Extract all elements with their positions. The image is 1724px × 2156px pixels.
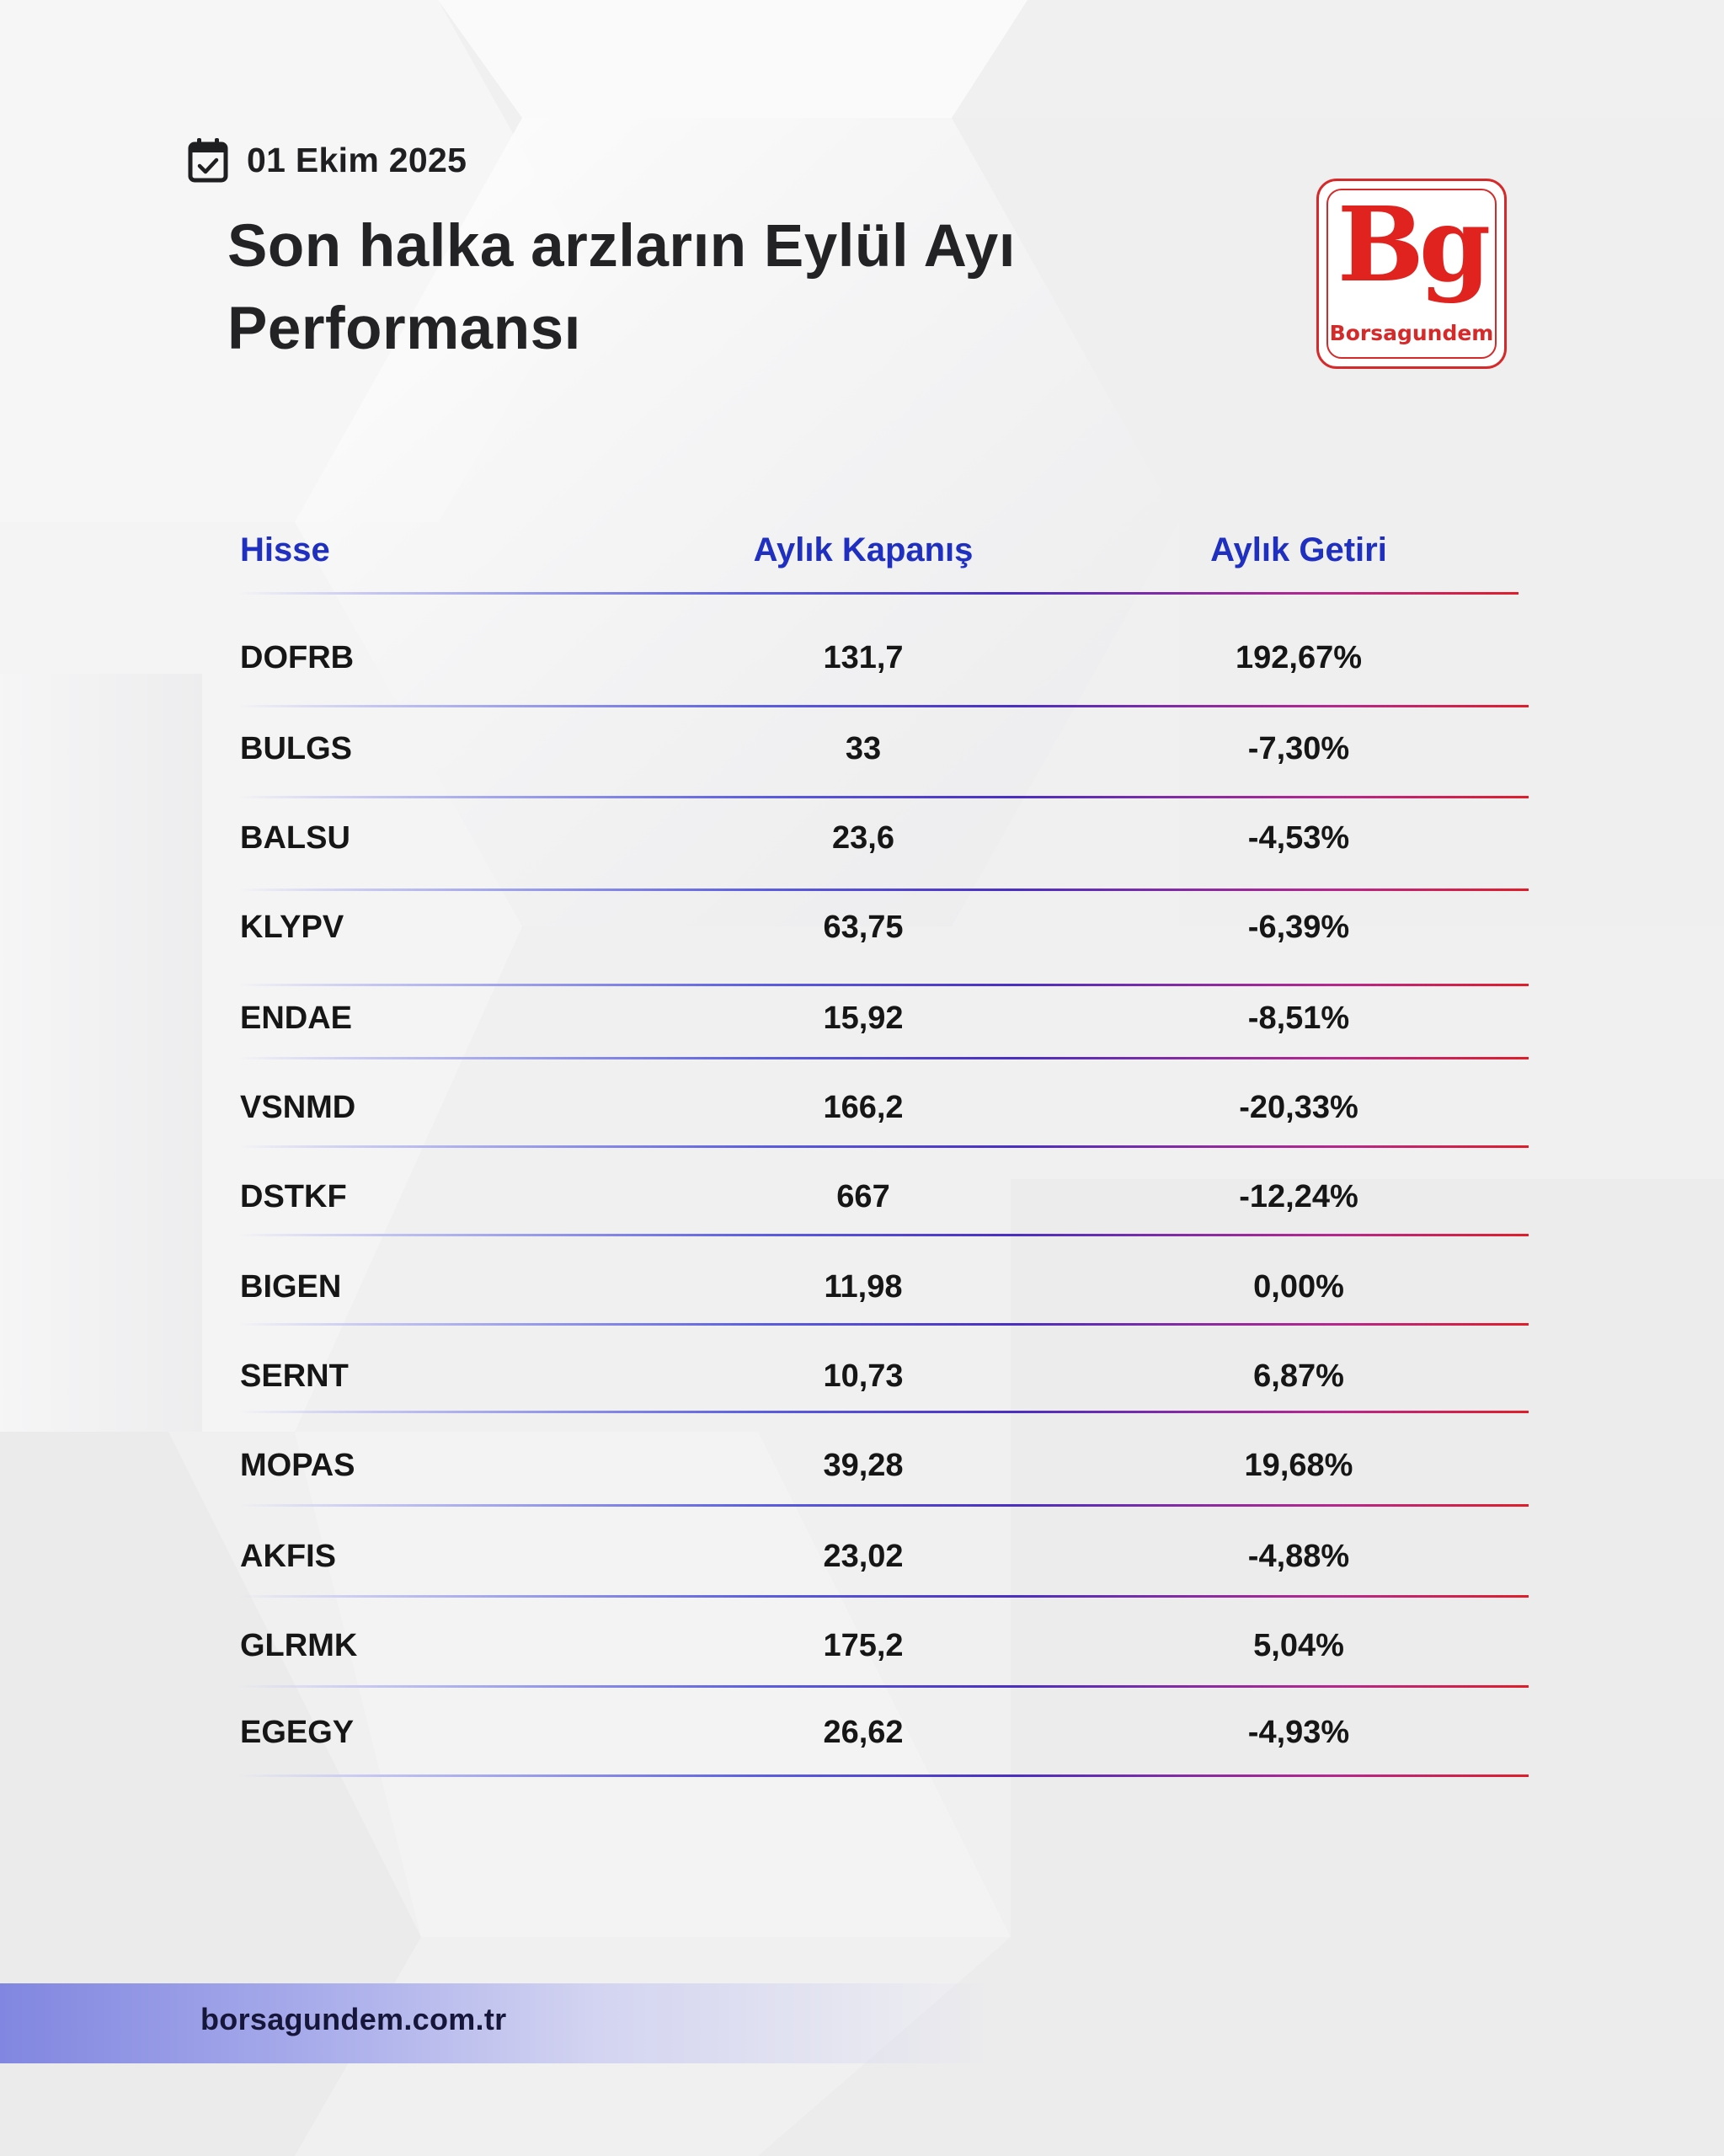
- close-cell: 23,02: [823, 1539, 904, 1574]
- row-divider: [238, 796, 1529, 798]
- close-cell: 15,92: [823, 1001, 904, 1036]
- ticker-cell: AKFIS: [240, 1539, 336, 1574]
- ticker-cell: DOFRB: [240, 640, 355, 675]
- ticker-cell: DSTKF: [240, 1179, 347, 1214]
- row-divider: [238, 1595, 1529, 1598]
- date-row: 01 Ekim 2025: [188, 135, 467, 185]
- column-header-hisse: Hisse: [240, 531, 330, 568]
- return-cell: 6,87%: [1253, 1358, 1344, 1394]
- logo-inner-border: [1326, 189, 1497, 359]
- ticker-cell: ENDAE: [240, 1001, 353, 1036]
- logo-name: Borsagundem: [1329, 321, 1494, 345]
- row-divider: [238, 1234, 1529, 1236]
- close-cell: 11,98: [824, 1269, 903, 1305]
- row-divider: [238, 984, 1529, 986]
- header-divider: [238, 592, 1519, 595]
- return-cell: -20,33%: [1239, 1090, 1358, 1125]
- row-divider: [238, 1504, 1529, 1507]
- date-label: 01 Ekim 2025: [247, 140, 467, 179]
- return-cell: 19,68%: [1244, 1448, 1353, 1483]
- row-divider: [238, 889, 1529, 891]
- ticker-cell: VSNMD: [240, 1090, 356, 1125]
- close-cell: 33: [845, 731, 882, 766]
- row-divider: [238, 1685, 1529, 1688]
- logo-mark: Bg: [1337, 184, 1491, 305]
- return-cell: -4,88%: [1247, 1539, 1350, 1574]
- ticker-cell: BULGS: [240, 731, 352, 766]
- ticker-cell: EGEGY: [240, 1715, 355, 1750]
- page-title-line-1: Son halka arzların Eylül Ayı: [227, 213, 1016, 280]
- ticker-cell: MOPAS: [240, 1448, 355, 1483]
- ticker-cell: KLYPV: [240, 910, 344, 945]
- page-title: Son halka arzların Eylül Ayı Performansı: [227, 205, 1154, 371]
- footer-bar: [0, 1983, 994, 2063]
- close-cell: 175,2: [823, 1628, 904, 1663]
- close-cell: 26,62: [823, 1715, 904, 1750]
- page-title-line-2: Performansı: [227, 296, 581, 362]
- ticker-cell: BIGEN: [240, 1269, 342, 1305]
- return-cell: 0,00%: [1253, 1269, 1344, 1305]
- return-cell: -6,39%: [1247, 910, 1350, 945]
- row-divider: [238, 705, 1529, 707]
- return-cell: 5,04%: [1253, 1628, 1344, 1663]
- row-divider: [238, 1145, 1529, 1148]
- row-divider: [238, 1323, 1529, 1326]
- close-cell: 63,75: [823, 910, 904, 945]
- close-cell: 166,2: [823, 1090, 904, 1125]
- footer-website: borsagundem.com.tr: [200, 2002, 507, 2036]
- calendar-check-icon: [188, 138, 228, 183]
- row-divider: [238, 1411, 1529, 1413]
- close-cell: 131,7: [823, 640, 904, 675]
- column-header-aylik-getiri: Aylık Getiri: [1210, 531, 1387, 568]
- column-header-aylik-kapanis: Aylık Kapanış: [753, 531, 974, 568]
- close-cell: 39,28: [823, 1448, 904, 1483]
- row-divider: [238, 1774, 1529, 1777]
- close-cell: 667: [836, 1179, 890, 1214]
- ticker-cell: GLRMK: [240, 1628, 358, 1663]
- return-cell: -4,93%: [1247, 1715, 1350, 1750]
- close-cell: 10,73: [823, 1358, 904, 1394]
- row-divider: [238, 1057, 1529, 1059]
- close-cell: 23,6: [832, 820, 894, 856]
- ticker-cell: SERNT: [240, 1358, 349, 1394]
- borsagundem-logo: Bg Borsagundem: [1316, 179, 1507, 369]
- ticker-cell: BALSU: [240, 820, 350, 856]
- return-cell: -4,53%: [1247, 820, 1350, 856]
- return-cell: -7,30%: [1247, 731, 1350, 766]
- return-cell: -12,24%: [1239, 1179, 1358, 1214]
- return-cell: 192,67%: [1235, 640, 1362, 675]
- return-cell: -8,51%: [1247, 1001, 1350, 1036]
